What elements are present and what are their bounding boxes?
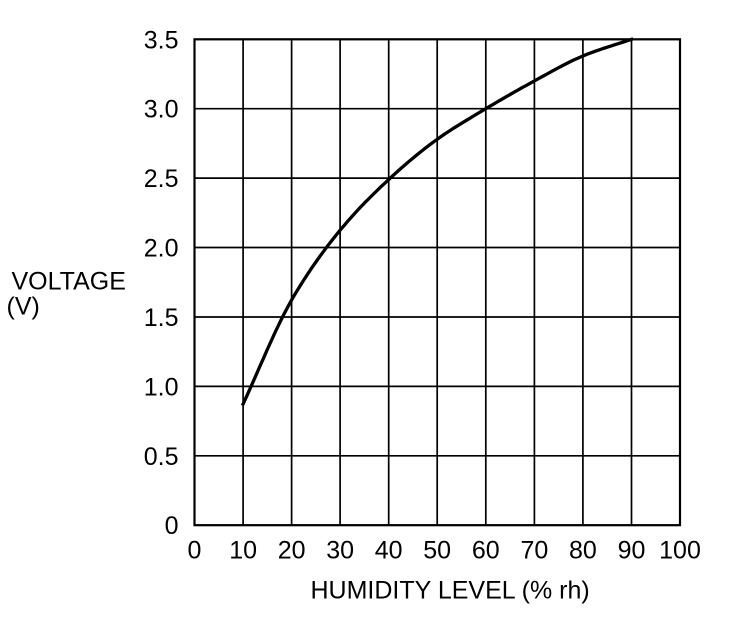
svg-text:90: 90 bbox=[618, 537, 646, 565]
svg-text:0: 0 bbox=[165, 512, 179, 540]
svg-text:0.5: 0.5 bbox=[144, 443, 179, 471]
svg-text:60: 60 bbox=[472, 537, 500, 565]
svg-text:50: 50 bbox=[423, 537, 451, 565]
svg-text:HUMIDITY LEVEL (% rh): HUMIDITY LEVEL (% rh) bbox=[311, 577, 590, 605]
svg-text:10: 10 bbox=[229, 537, 257, 565]
svg-text:30: 30 bbox=[326, 537, 354, 565]
svg-text:0: 0 bbox=[188, 537, 202, 565]
svg-text:40: 40 bbox=[375, 537, 403, 565]
svg-text:70: 70 bbox=[520, 537, 548, 565]
svg-text:1.5: 1.5 bbox=[144, 304, 179, 332]
svg-text:VOLTAGE: VOLTAGE bbox=[12, 268, 126, 296]
svg-text:2.5: 2.5 bbox=[144, 165, 179, 193]
svg-text:20: 20 bbox=[278, 537, 306, 565]
svg-text:80: 80 bbox=[569, 537, 597, 565]
svg-text:(V): (V) bbox=[7, 293, 40, 321]
svg-text:3.0: 3.0 bbox=[144, 96, 179, 124]
svg-text:1.0: 1.0 bbox=[144, 373, 179, 401]
svg-text:3.5: 3.5 bbox=[144, 26, 179, 54]
svg-text:100: 100 bbox=[659, 537, 701, 565]
svg-text:2.0: 2.0 bbox=[144, 235, 179, 263]
